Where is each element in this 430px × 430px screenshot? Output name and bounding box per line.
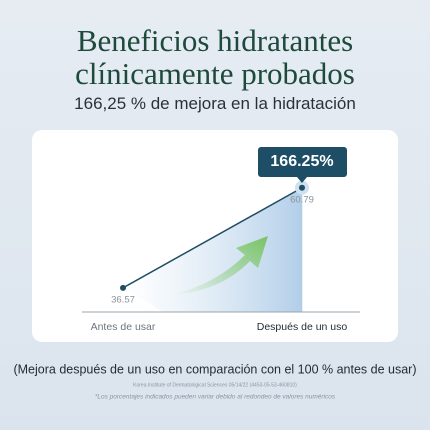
note: (Mejora después de un uso en comparación…: [13, 362, 416, 376]
subtitle: 166,25 % de mejora en la hidratación: [74, 94, 356, 113]
value-label: 60.79: [290, 194, 314, 205]
disclaimer: *Los porcentajes indicados pueden variar…: [95, 394, 336, 401]
x-tick-label: Antes de usar: [91, 321, 156, 333]
growth-arrow: [170, 236, 268, 295]
line: [122, 187, 303, 289]
x-tick-label: Después de un uso: [257, 321, 348, 333]
point: [299, 184, 305, 191]
area-shade: [123, 187, 302, 312]
point: [120, 284, 126, 291]
callout-label: 166.25%: [270, 153, 333, 170]
source: Korea Institute of Dermatological Scienc…: [133, 382, 297, 388]
title: Beneficios hidratantes clínicamente prob…: [75, 23, 355, 91]
value-label: 36.57: [111, 294, 135, 305]
callout-box: [258, 147, 347, 183]
